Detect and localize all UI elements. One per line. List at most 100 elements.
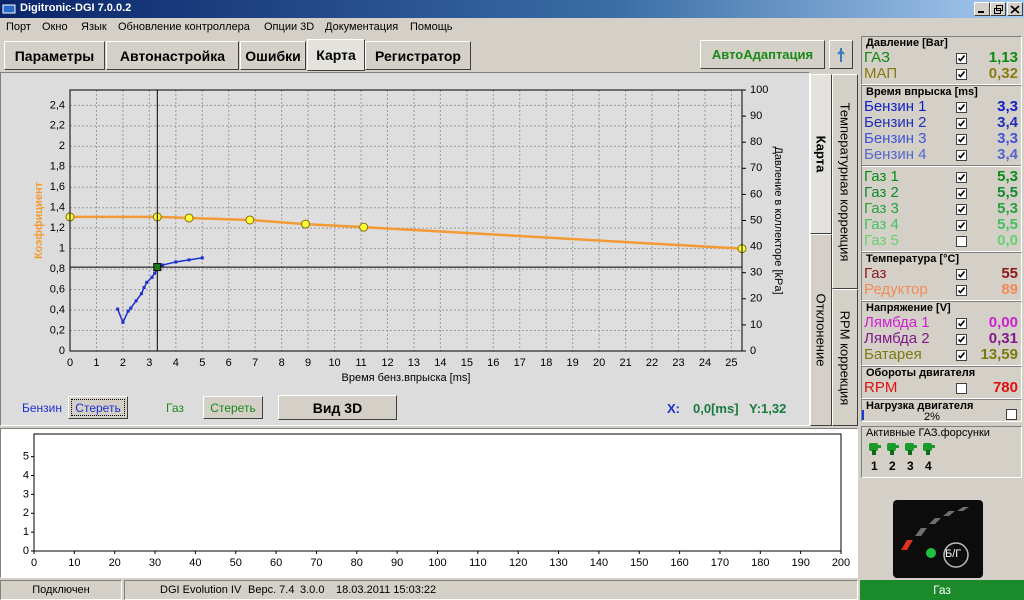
checkbox[interactable] — [956, 204, 967, 215]
menu-item[interactable]: Порт — [6, 21, 31, 33]
cursor-x-label: X: — [667, 401, 680, 416]
y-tick-label: 1 — [23, 526, 29, 538]
title-bar: Digitronic-DGI 7.0.0.2 — [0, 0, 1024, 18]
x-tick-label: 5 — [199, 357, 205, 369]
x-tick-label: 6 — [226, 357, 232, 369]
checkbox[interactable] — [956, 318, 967, 329]
sensor-value: 1,13 — [988, 49, 1018, 66]
checkbox[interactable] — [956, 220, 967, 231]
info-button[interactable] — [829, 40, 853, 69]
x-tick-label: 180 — [751, 557, 769, 569]
y-tick-label: 1 — [59, 243, 65, 255]
menu-item[interactable]: Окно — [42, 21, 68, 33]
y-tick-label: 0,8 — [50, 263, 65, 275]
check-mark — [957, 352, 966, 359]
restore-button[interactable] — [990, 2, 1006, 16]
series-point — [300, 219, 310, 229]
x-tick-label: 150 — [630, 557, 648, 569]
checkbox[interactable] — [956, 285, 967, 296]
x-tick-label: 80 — [351, 557, 363, 569]
side-tab[interactable]: Температурная коррекция — [832, 74, 858, 289]
checkbox[interactable] — [956, 188, 967, 199]
checkbox[interactable] — [956, 69, 967, 80]
sensor-label: МАП — [864, 65, 898, 82]
x-tick-label: 30 — [149, 557, 161, 569]
side-tab[interactable]: Карта — [810, 74, 832, 234]
tab[interactable]: Автонастройка — [106, 41, 239, 70]
side-tab[interactable]: RPM коррекция — [832, 289, 858, 426]
tab[interactable]: Карта — [307, 39, 365, 71]
checkbox[interactable] — [956, 350, 967, 361]
checkbox[interactable] — [956, 383, 967, 394]
tab[interactable]: Регистратор — [365, 41, 471, 70]
sensor-label: Газ 5 — [864, 232, 899, 249]
injector-label: 4 — [925, 459, 932, 473]
menu-item[interactable]: Язык — [81, 21, 107, 33]
minimize-button[interactable] — [974, 2, 990, 16]
checkbox[interactable] — [956, 172, 967, 183]
x-tick-label: 13 — [408, 357, 420, 369]
side-tab[interactable]: Отклонение — [810, 234, 832, 426]
x-tick-label: 8 — [279, 357, 285, 369]
series-point — [116, 307, 120, 311]
clear-button[interactable]: Стереть — [203, 396, 263, 419]
check-mark — [957, 55, 966, 62]
view-3d-button[interactable]: Вид 3D — [278, 395, 397, 420]
clear-button[interactable]: Стереть — [68, 396, 128, 419]
checkbox[interactable] — [956, 150, 967, 161]
check-mark — [957, 271, 966, 278]
menu-item[interactable]: Опции 3D — [264, 21, 315, 33]
sensor-value: 55 — [1001, 265, 1018, 282]
checkbox[interactable] — [956, 236, 967, 247]
group-title: Напряжение [V] — [866, 302, 951, 314]
checkbox[interactable] — [956, 118, 967, 129]
sensor-label: Батарея — [864, 346, 922, 363]
checkbox[interactable] — [956, 134, 967, 145]
x-tick-label: 130 — [549, 557, 567, 569]
checkbox[interactable] — [1006, 409, 1017, 420]
sensor-label: Газ 1 — [864, 168, 899, 185]
sensor-value: 5,3 — [997, 200, 1018, 217]
map-panel: 0 1 2 3 4 5 6 7 8 9 10 11 12 13 14 15 16 17 18 19 20 21 22 23 24… — [0, 72, 810, 426]
sensor-value: 13,59 — [980, 346, 1018, 363]
checkbox[interactable] — [956, 269, 967, 280]
side-tab-label: RPM коррекция — [837, 310, 853, 405]
sensor-label: Газ — [864, 265, 887, 282]
menu-item[interactable]: Помощь — [410, 21, 453, 33]
y-tick-label: 5 — [23, 451, 29, 463]
y-tick-label: 0 — [59, 345, 65, 357]
tab[interactable]: Параметры — [4, 41, 105, 70]
check-mark — [957, 287, 966, 294]
sensor-label: Газ 4 — [864, 216, 899, 233]
tab[interactable]: Ошибки — [240, 41, 306, 70]
y-tick-label: 0,4 — [50, 304, 65, 316]
x-tick-label: 140 — [590, 557, 608, 569]
y2-tick-label: 20 — [750, 293, 762, 305]
close-button[interactable] — [1007, 2, 1023, 16]
check-mark — [957, 174, 966, 181]
checkbox[interactable] — [956, 102, 967, 113]
check-mark — [957, 206, 966, 213]
checkbox[interactable] — [956, 334, 967, 345]
menu-item[interactable]: Документация — [325, 21, 399, 33]
sensor-value: 0,0 — [997, 232, 1018, 249]
y2-tick-label: 0 — [750, 345, 756, 357]
check-mark — [957, 320, 966, 327]
auto-adapt-button[interactable]: АвтоАдаптация — [700, 40, 825, 69]
check-mark — [957, 336, 966, 343]
status-text: DGI Evolution IV — [160, 584, 242, 596]
y2-tick-label: 50 — [750, 214, 762, 226]
series-name: Газ — [166, 401, 184, 415]
plot-border — [33, 433, 842, 552]
y-tick-label: 1,4 — [50, 202, 65, 214]
side-tab-label: Отклонение — [813, 293, 829, 367]
y2-tick-label: 80 — [750, 136, 762, 148]
load-value: 2% — [924, 411, 940, 423]
x-tick-label: 100 — [428, 557, 446, 569]
group-box — [861, 252, 1022, 301]
checkbox[interactable] — [956, 53, 967, 64]
x-tick-label: 40 — [189, 557, 201, 569]
menu-item[interactable]: Обновление контроллера — [118, 21, 250, 33]
x-tick-label: 16 — [487, 357, 499, 369]
log-chart: 0 10 20 30 40 50 60 70 80 90 100 110 120 130 140 150 160… — [23, 433, 850, 569]
